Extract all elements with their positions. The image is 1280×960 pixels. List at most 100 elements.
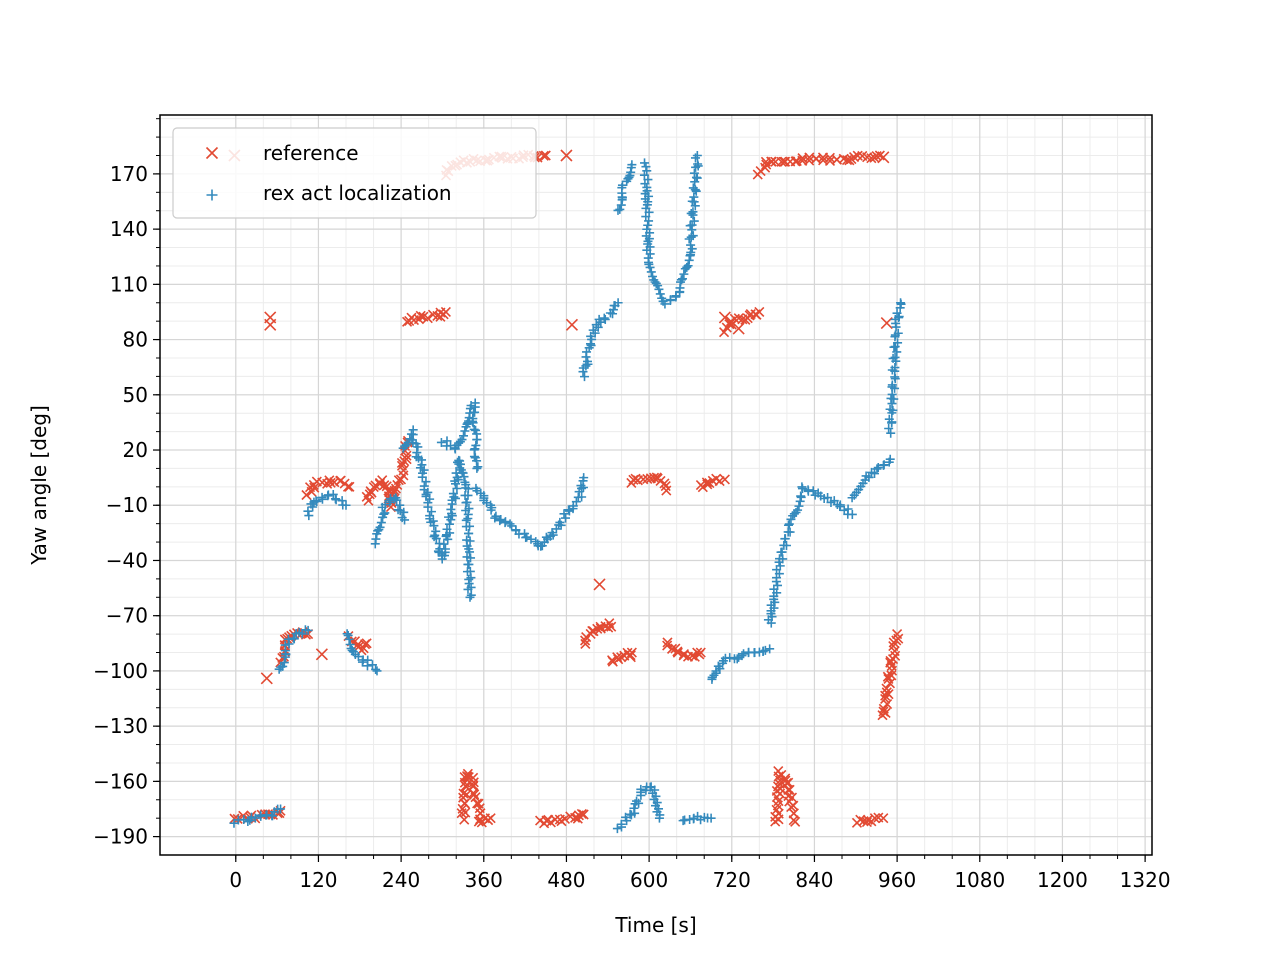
data-point — [440, 544, 450, 554]
data-point — [473, 816, 484, 827]
data-point — [616, 652, 627, 663]
data-point — [422, 313, 433, 324]
data-point — [706, 813, 716, 823]
data-point — [636, 784, 646, 794]
data-point — [372, 666, 382, 676]
data-point — [892, 308, 902, 318]
data-point — [739, 649, 749, 659]
data-point — [599, 313, 609, 323]
data-point — [593, 578, 606, 591]
y-tick-label: 170 — [110, 162, 148, 186]
data-point — [315, 648, 328, 661]
data-point — [761, 159, 772, 170]
data-point — [328, 489, 338, 499]
data-point — [613, 298, 623, 308]
data-point — [776, 156, 787, 167]
data-point — [468, 418, 478, 428]
data-point — [465, 592, 475, 602]
data-point — [459, 431, 469, 441]
data-point — [250, 813, 260, 823]
data-point — [345, 639, 355, 649]
data-point — [888, 353, 898, 363]
data-point — [341, 500, 351, 510]
data-point — [229, 813, 240, 824]
data-point — [463, 513, 473, 523]
data-point — [379, 509, 389, 519]
data-point — [448, 489, 458, 499]
data-point — [892, 629, 903, 640]
data-point — [855, 814, 866, 825]
data-point — [847, 509, 857, 519]
data-point — [754, 306, 765, 318]
data-point — [766, 156, 777, 167]
data-point — [436, 437, 446, 447]
data-point — [719, 474, 730, 485]
data-point — [401, 440, 411, 450]
data-point — [679, 269, 689, 279]
legend-marker-x — [205, 146, 219, 160]
data-point — [579, 473, 589, 483]
data-point — [651, 278, 661, 288]
y-tick-label: 140 — [110, 217, 148, 241]
data-point — [429, 521, 439, 531]
data-point — [808, 486, 818, 496]
data-point — [718, 327, 730, 338]
data-point — [784, 519, 794, 529]
data-point — [460, 426, 470, 436]
data-point — [878, 460, 888, 470]
y-tick-label: −10 — [106, 493, 148, 517]
data-point — [616, 819, 626, 829]
y-tick-label: 110 — [110, 272, 148, 296]
data-point — [579, 372, 589, 382]
y-axis: 170 140 110 80 50 20 −10 −40 −70 −100 −130 −160 −190 — [93, 118, 160, 849]
data-point — [878, 703, 889, 714]
data-point — [689, 168, 699, 178]
data-point — [555, 517, 565, 527]
data-point — [495, 516, 505, 526]
data-point — [353, 652, 363, 662]
data-point — [885, 404, 895, 414]
data-point — [873, 463, 883, 473]
data-point — [687, 196, 697, 206]
data-point — [887, 380, 897, 390]
data-point — [612, 824, 622, 834]
data-point — [423, 502, 433, 512]
data-point — [380, 508, 390, 518]
y-axis-label: Yaw angle [deg] — [27, 405, 51, 566]
data-point — [421, 477, 431, 487]
data-point — [693, 159, 703, 169]
data-point — [718, 311, 731, 324]
data-point — [464, 579, 474, 589]
data-point — [440, 306, 451, 318]
data-point — [459, 798, 471, 809]
data-point — [660, 299, 670, 309]
data-point — [852, 150, 863, 161]
data-point — [643, 220, 653, 230]
data-point — [507, 521, 517, 531]
data-point — [616, 200, 626, 210]
data-point — [446, 504, 456, 514]
data-point — [571, 497, 581, 507]
data-point — [379, 480, 390, 491]
data-point — [688, 231, 698, 241]
data-point — [469, 452, 479, 462]
data-point — [608, 309, 618, 319]
data-point — [463, 584, 473, 594]
data-point — [655, 289, 665, 299]
data-point — [881, 687, 892, 698]
data-point — [439, 539, 449, 549]
x-tick-label: 480 — [547, 868, 585, 892]
legend-label-rex-act-localization: rex act localization — [263, 181, 452, 205]
data-point — [473, 462, 483, 472]
data-point — [823, 493, 833, 503]
data-point — [796, 491, 806, 501]
x-axis: 0 120 240 360 480 600 720 840 960 1080 1200 1320 — [229, 855, 1171, 892]
data-point — [689, 192, 699, 202]
data-point — [472, 456, 482, 466]
data-point — [684, 255, 694, 265]
data-point — [343, 631, 353, 641]
data-point — [462, 768, 473, 779]
data-point — [695, 647, 706, 658]
data-point — [344, 481, 355, 492]
data-point — [576, 808, 587, 819]
